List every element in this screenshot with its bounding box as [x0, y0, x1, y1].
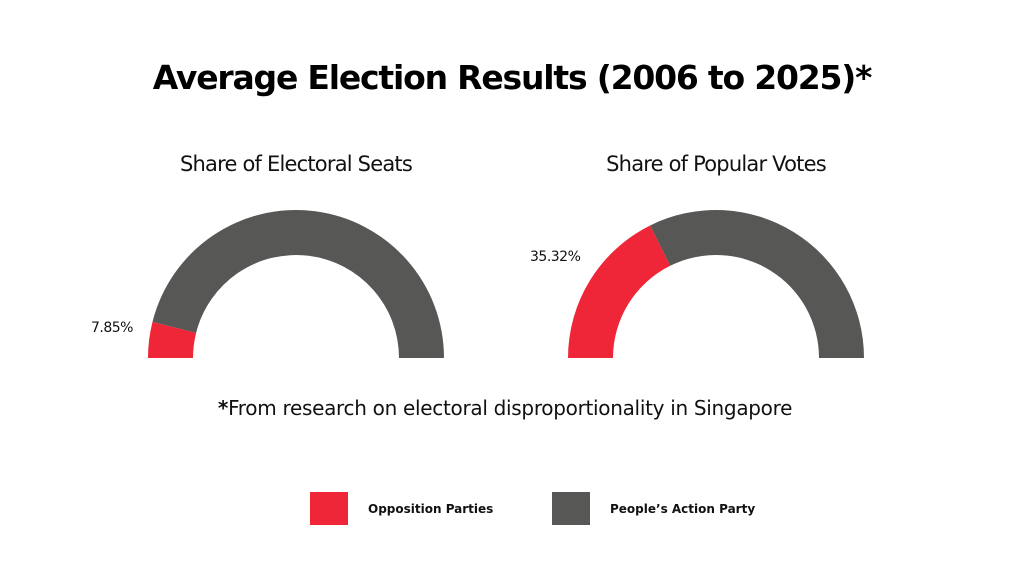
legend-label-opposition: Opposition Parties [368, 501, 494, 516]
page-title: Average Election Results (2006 to 2025)* [152, 58, 873, 97]
legend-item-pap: People’s Action Party [552, 492, 755, 525]
legend-swatch-pap [552, 492, 590, 525]
footnote: *From research on electoral disproportio… [0, 396, 1010, 420]
chart-title-votes: Share of Popular Votes [606, 152, 826, 176]
gauge-1-segment-pap [650, 209, 864, 358]
data-label-votes-opposition: 35.32% [530, 249, 581, 265]
legend-label-pap: People’s Action Party [610, 501, 756, 516]
gauge-1-segment-opposition [568, 225, 671, 358]
footnote-text: From research on electoral disproportion… [228, 396, 793, 420]
legend-swatch-opposition [310, 492, 348, 525]
legend-item-opposition: Opposition Parties [310, 492, 493, 525]
chart-title-seats: Share of Electoral Seats [180, 152, 413, 176]
gauge-0-segment-opposition [148, 321, 197, 358]
gauge-0-segment-pap [152, 210, 445, 358]
data-label-seats-opposition: 7.85% [91, 320, 133, 336]
footnote-star: * [217, 396, 229, 420]
